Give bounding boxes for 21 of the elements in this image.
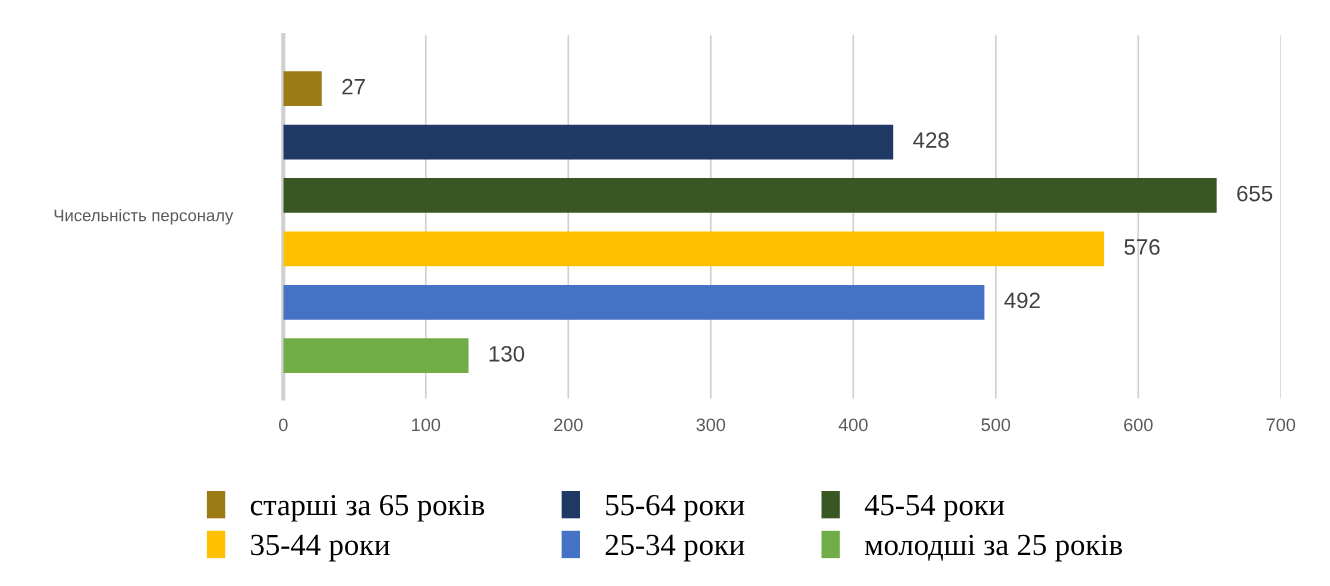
legend-label: старші за 65 років xyxy=(250,494,485,522)
data-label: 576 xyxy=(1124,239,1160,255)
x-tick-label: 0 xyxy=(278,418,288,432)
data-label: 130 xyxy=(489,345,525,362)
legend-label: 25-34 роки xyxy=(605,534,745,562)
x-tick-label: 500 xyxy=(981,418,1011,432)
x-tick-label: 300 xyxy=(696,418,726,432)
legend-label: 55-64 роки xyxy=(606,494,745,522)
legend-label: молодші за 25 років xyxy=(864,534,1123,562)
data-label: 492 xyxy=(1004,292,1040,309)
data-label: 428 xyxy=(913,132,949,148)
x-tick-label: 600 xyxy=(1124,418,1153,432)
x-tick-label: 400 xyxy=(838,418,868,432)
legend-label: 35-44 роки xyxy=(251,534,390,562)
y-axis-title: Чисельність персоналу xyxy=(54,209,234,225)
x-tick-label: 100 xyxy=(412,418,441,432)
x-tick-label: 200 xyxy=(554,418,583,432)
legend-label: 45-54 роки xyxy=(864,495,1005,522)
x-tick-label: 700 xyxy=(1266,418,1296,432)
data-label: 655 xyxy=(1237,185,1273,202)
data-label: 27 xyxy=(342,78,365,95)
